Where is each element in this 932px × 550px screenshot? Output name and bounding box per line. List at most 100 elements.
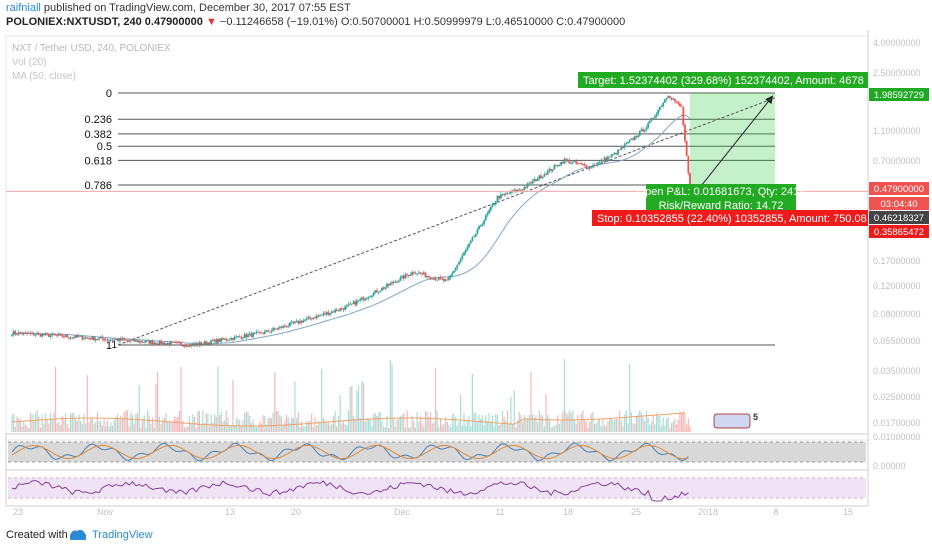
volume-bar xyxy=(359,418,361,432)
candle-body xyxy=(458,261,460,265)
volume-bar xyxy=(676,424,678,432)
candle-body xyxy=(247,334,249,338)
fib-level-label: 0.236 xyxy=(84,114,112,126)
volume-bar xyxy=(165,412,167,432)
volume-bar xyxy=(240,426,242,432)
candle-body xyxy=(514,189,517,192)
price-axis[interactable] xyxy=(868,30,932,506)
volume-bar xyxy=(408,427,410,432)
pnl-label-box[interactable] xyxy=(646,184,796,214)
candle-body xyxy=(396,281,398,283)
volume-bar xyxy=(324,420,326,432)
candle-body xyxy=(292,322,295,324)
target-label-box[interactable] xyxy=(578,72,868,88)
volume-bar xyxy=(414,427,417,432)
candle-body xyxy=(592,165,594,168)
candle-body xyxy=(31,332,33,334)
candle-body xyxy=(424,272,427,277)
volume-bar xyxy=(24,424,26,432)
candle-body xyxy=(220,338,223,342)
volume-bar xyxy=(327,422,329,432)
stop-label-box[interactable] xyxy=(592,210,868,226)
volume-bar xyxy=(38,416,40,432)
candle-body xyxy=(138,341,141,343)
candle-body xyxy=(183,345,186,347)
volume-bar xyxy=(669,427,671,432)
candle-body xyxy=(463,252,465,256)
volume-bar xyxy=(444,416,447,432)
profit-zone[interactable] xyxy=(690,93,775,194)
volume-bar xyxy=(448,424,450,432)
candle-body xyxy=(374,290,377,293)
candle-body xyxy=(285,326,288,328)
volume-bar xyxy=(419,416,422,432)
candle-body xyxy=(466,246,469,251)
volume-bar xyxy=(493,426,495,432)
volume-bar xyxy=(249,415,251,432)
candle-body xyxy=(299,320,301,324)
candle-body xyxy=(407,275,410,277)
volume-bar xyxy=(322,417,324,432)
candle-body xyxy=(91,336,94,340)
candle-body xyxy=(541,176,544,179)
candle-body xyxy=(628,139,631,142)
dashed-trend-line[interactable] xyxy=(117,97,776,346)
candle-body xyxy=(643,129,646,132)
author-link[interactable]: raifniall xyxy=(6,2,41,14)
candle-body xyxy=(568,160,571,164)
candle-body xyxy=(111,339,114,341)
volume-bar xyxy=(555,424,557,432)
candle-body xyxy=(675,101,678,103)
candle-body xyxy=(218,339,221,342)
candle-body xyxy=(340,308,343,310)
tradingview-brand-link[interactable]: TradingView xyxy=(92,529,153,541)
volume-bar xyxy=(640,412,643,432)
volume-bar xyxy=(513,389,515,432)
volume-bar xyxy=(578,421,581,432)
volume-bar xyxy=(218,415,221,432)
volume-bar xyxy=(59,425,62,432)
symbol-label[interactable]: POLONIEX:NXTUSDT, 240 xyxy=(6,16,142,28)
time-tick: 20 xyxy=(291,507,301,517)
volume-bar xyxy=(23,421,25,432)
volume-bar xyxy=(411,415,413,432)
candle-body xyxy=(561,162,564,164)
volume-bar xyxy=(81,423,83,432)
candle-body xyxy=(672,98,675,100)
candle-body xyxy=(605,157,608,161)
volume-bar xyxy=(538,411,540,432)
candle-body xyxy=(113,339,116,341)
volume-bar xyxy=(573,419,576,432)
candle-body xyxy=(600,159,603,162)
trend-line[interactable] xyxy=(117,97,776,346)
volume-bar xyxy=(650,421,653,432)
volume-bar xyxy=(456,425,458,432)
volume-bar xyxy=(620,421,622,432)
candle-body xyxy=(576,163,579,165)
volume-bar xyxy=(270,418,273,432)
oscillators xyxy=(11,442,689,502)
candle-body xyxy=(275,328,278,330)
candle-body xyxy=(201,343,204,345)
candle-body xyxy=(208,342,211,345)
candle-body xyxy=(496,196,499,202)
volume-bar xyxy=(511,423,514,432)
candle-body xyxy=(479,225,482,227)
candle-body xyxy=(253,332,256,334)
volume-bar xyxy=(401,414,403,432)
events-flag-icon[interactable] xyxy=(713,413,751,429)
candle-body xyxy=(312,317,315,320)
volume-bar xyxy=(267,418,269,432)
candle-body xyxy=(669,96,671,98)
time-tick: 25 xyxy=(631,507,641,517)
candle-body xyxy=(456,264,459,268)
candle-body xyxy=(66,335,69,338)
candle-body xyxy=(228,339,231,341)
volume-bar xyxy=(463,412,465,432)
volume-bar xyxy=(662,417,664,432)
volume-bar xyxy=(687,418,689,432)
candle-body xyxy=(347,304,350,306)
volume-bar xyxy=(521,421,524,432)
price-badge-text: 1.98592729 xyxy=(874,90,924,101)
